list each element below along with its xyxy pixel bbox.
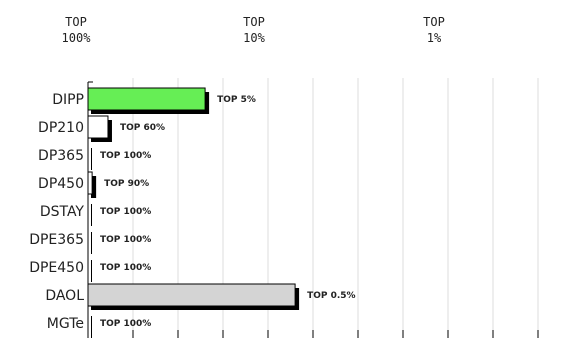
category-label: MGTe (47, 316, 84, 332)
data-label: TOP 100% (100, 263, 151, 273)
bar-shadow (91, 176, 97, 198)
bar (87, 171, 93, 195)
category-label: DPE365 (29, 232, 84, 248)
bar (87, 283, 296, 307)
data-label: TOP 100% (100, 235, 151, 245)
category-label: DAOL (45, 288, 84, 304)
bar-shadow (91, 316, 92, 338)
data-label: TOP 100% (100, 207, 151, 217)
bar-shadow (91, 148, 92, 170)
x-tick-label-value: 100% (62, 31, 92, 45)
data-label: TOP 100% (100, 151, 151, 161)
bar-shadow (91, 260, 92, 282)
data-label: TOP 90% (104, 179, 149, 189)
category-label: DP365 (38, 148, 84, 164)
category-label: DPE450 (29, 260, 84, 276)
bar-shadow (91, 232, 92, 254)
x-tick-label-top: TOP (65, 15, 87, 29)
x-tick-label-value: 10% (243, 31, 265, 45)
data-label: TOP 5% (217, 95, 256, 105)
grid-layer (132, 78, 539, 332)
bar (87, 115, 109, 139)
data-label: TOP 60% (120, 123, 165, 133)
x-tick-label-top: TOP (243, 15, 265, 29)
bar (87, 87, 206, 111)
category-label: DIPP (52, 92, 84, 108)
category-label: DP210 (38, 120, 84, 136)
bar-shadow (91, 204, 92, 226)
data-label: TOP 0.5% (307, 291, 355, 301)
category-label: DSTAY (40, 204, 85, 220)
category-label: DP450 (38, 176, 84, 192)
data-label: TOP 100% (100, 319, 151, 329)
x-tick-label-top: TOP (423, 15, 445, 29)
bars-layer (87, 87, 300, 338)
x-tick-label-value: 1% (427, 31, 442, 45)
